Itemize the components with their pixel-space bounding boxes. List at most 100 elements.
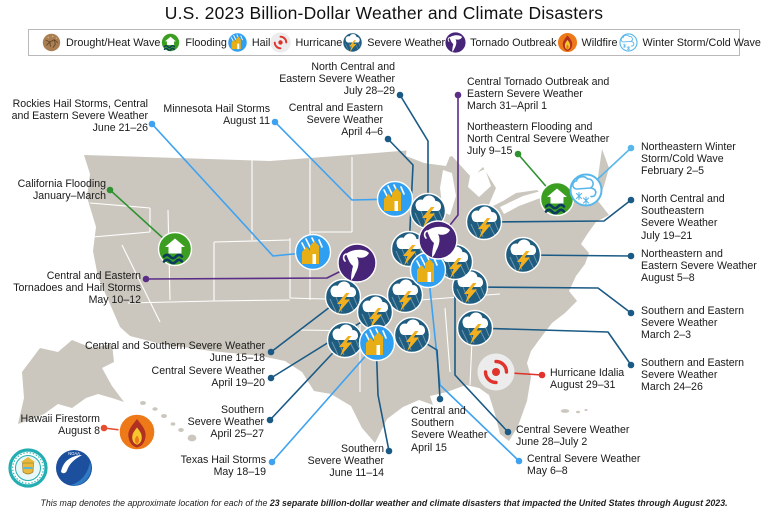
- disaster-label-line: Severe Weather: [307, 455, 384, 468]
- disaster-label-line: California Flooding: [17, 178, 106, 190]
- doc-seal-logo: [8, 448, 48, 488]
- connector-line: [399, 94, 429, 211]
- hail-icon: [294, 233, 332, 271]
- footer-text: This map denotes the approximate locatio…: [40, 498, 270, 508]
- disaster-label-line: May 10–12: [88, 294, 141, 307]
- disaster-label-line: Southern and Eastern: [641, 357, 745, 369]
- disaster-label-line: February 2–5: [641, 165, 705, 178]
- label-dot: [396, 91, 404, 99]
- connector-line: [269, 339, 346, 421]
- connector-line: [271, 342, 378, 463]
- disaster-label-line: Severe Weather: [641, 317, 718, 330]
- legend-item-tornado: Tornado Outbreak: [445, 32, 557, 53]
- label-dot: [436, 395, 444, 403]
- flood-icon: [157, 231, 193, 267]
- disaster-label-line: Central Severe Weather: [516, 424, 630, 436]
- legend-item-hurricane: Hurricane: [270, 32, 342, 53]
- disaster-label: Southern Severe Weather April 25–27: [188, 404, 264, 441]
- disaster-label-line: Central Severe Weather: [151, 365, 265, 377]
- footer-note: This map denotes the approximate locatio…: [0, 498, 768, 508]
- disaster-label-line: June 15–18: [209, 352, 265, 365]
- severe-icon: [465, 203, 503, 241]
- label-dot: [504, 428, 512, 436]
- connector-line: [387, 138, 414, 250]
- disaster-label-line: January–March: [32, 190, 106, 203]
- disaster-label: Hawaii Firestorm August 8: [21, 413, 100, 437]
- connector-line: [469, 286, 632, 314]
- legend-label: Tornado Outbreak: [470, 36, 557, 49]
- disaster-label-line: August 5–8: [641, 272, 695, 285]
- connector-line: [427, 269, 520, 462]
- hail-icon: [376, 180, 414, 218]
- legend-label: Hail: [251, 36, 271, 49]
- disaster-label: Central Severe Weather May 6–8: [527, 453, 640, 477]
- disaster-label-line: August 8: [58, 425, 100, 438]
- label-dot: [268, 458, 276, 466]
- disaster-label: Central and Eastern Severe Weather April 4…: [289, 102, 383, 139]
- severe-icon: [386, 276, 424, 314]
- disaster-label: California Flooding January–March: [18, 178, 106, 202]
- disaster-label-line: March 2–3: [641, 329, 692, 342]
- label-dot: [266, 416, 274, 424]
- severe-icon: [456, 309, 494, 347]
- label-dot: [385, 447, 393, 455]
- noaa-logo: NOAA: [56, 450, 92, 486]
- disaster-label: Hurricane Idalia August 29–31: [550, 367, 624, 391]
- disaster-label-line: Texas Hail Storms: [180, 454, 266, 466]
- disaster-label-line: Severe Weather: [187, 416, 264, 429]
- disaster-label: Rockies Hail Storms, Central and Eastern …: [12, 98, 148, 135]
- disaster-label: Central Severe Weather June 28–July 2: [516, 424, 629, 448]
- legend-item-drought: Drought/Heat Wave: [41, 32, 160, 53]
- label-dot: [627, 252, 635, 260]
- label-dot: [515, 457, 523, 465]
- legend-label: Drought/Heat Wave: [66, 36, 161, 49]
- label-dot: [627, 144, 635, 152]
- disaster-label-line: Eastern Severe Weather: [641, 260, 757, 273]
- disaster-label: Southern and Eastern Severe Weather March …: [641, 357, 744, 394]
- disaster-label-line: North Central and: [641, 193, 725, 205]
- flood-icon: [160, 32, 181, 53]
- legend-item-flood: Flooding: [160, 32, 227, 53]
- disaster-label-line: Southern and Eastern: [641, 305, 745, 317]
- severe-icon: [504, 236, 542, 274]
- disaster-label-line: April 19–20: [211, 377, 265, 390]
- label-dot: [627, 196, 635, 204]
- legend-bar: Drought/Heat Wave Flooding Hail Hurrican…: [28, 29, 761, 56]
- connector-line: [474, 327, 632, 366]
- label-dot: [627, 309, 635, 317]
- label-dot: [148, 120, 156, 128]
- tornado-icon: [445, 32, 467, 53]
- hail-icon: [409, 251, 447, 289]
- wildfire-icon: [118, 413, 156, 451]
- disaster-label: Central and Southern Severe Weather April 1…: [411, 405, 487, 454]
- disaster-label: Central and Eastern Tornadoes and Hail St…: [13, 270, 141, 307]
- disaster-label-line: Severe Weather: [306, 114, 383, 127]
- disaster-label: Southern and Eastern Severe Weather March …: [641, 305, 744, 342]
- severe-icon: [324, 278, 362, 316]
- disaster-label-line: April 15: [411, 441, 447, 454]
- disaster-label: North Central and Eastern Severe Weather J…: [279, 61, 395, 98]
- tornado-icon: [418, 220, 458, 260]
- legend-label: Flooding: [185, 36, 227, 49]
- disaster-label-line: August 11: [223, 115, 270, 128]
- winter-icon: [569, 173, 603, 207]
- disaster-label-line: Eastern Severe Weather: [467, 88, 583, 101]
- legend-item-severe: Severe Weather: [342, 32, 445, 53]
- disaster-label: Minnesota Hail Storms August 11: [163, 103, 270, 127]
- disaster-label-line: June 11–14: [329, 467, 384, 480]
- disaster-label-line: Rockies Hail Storms, Central: [12, 98, 148, 110]
- disaster-label-line: June 28–July 2: [516, 436, 588, 449]
- hurricane-icon: [477, 353, 515, 391]
- severe-icon: [393, 316, 431, 354]
- puerto-rico: [560, 409, 588, 414]
- page-title: U.S. 2023 Billion-Dollar Weather and Cli…: [164, 3, 604, 23]
- label-dot: [267, 374, 275, 382]
- disaster-label: Central Severe Weather April 19–20: [152, 365, 265, 389]
- severe-icon: [356, 293, 394, 331]
- severe-icon: [342, 32, 363, 53]
- label-dot: [627, 361, 635, 369]
- disaster-label-line: North Central and: [311, 61, 395, 73]
- disaster-label-line: April 4–6: [341, 126, 383, 139]
